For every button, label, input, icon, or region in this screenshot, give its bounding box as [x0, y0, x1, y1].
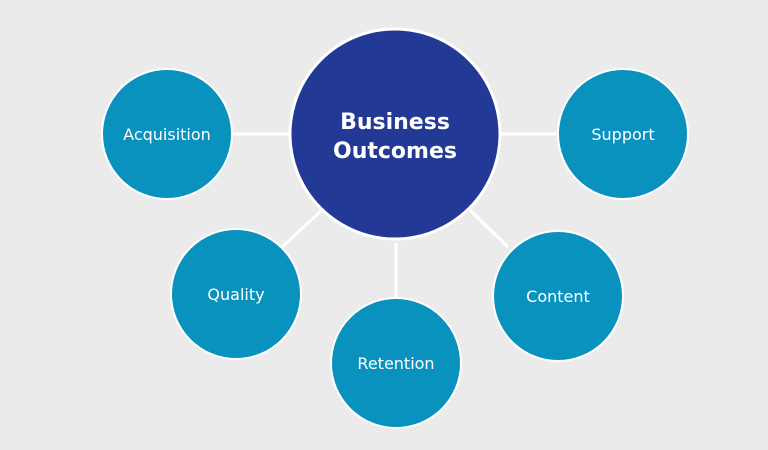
node-quality: Quality	[170, 228, 302, 360]
node-retention: Retention	[330, 297, 462, 429]
center-node-circle	[288, 27, 502, 241]
node-acquisition-circle	[101, 68, 233, 200]
node-content-label: Content	[526, 287, 590, 306]
node-content: Content	[492, 230, 624, 362]
node-retention-circle	[330, 297, 462, 429]
node-support-label: Support	[591, 125, 654, 144]
node-retention-label: Retention	[357, 354, 434, 373]
connectors	[232, 132, 558, 298]
center-label-line1: Business	[340, 110, 450, 135]
node-acquisition: Acquisition	[101, 68, 233, 200]
node-acquisition-label: Acquisition	[123, 125, 211, 144]
connector-quality	[280, 208, 324, 249]
center-label-line2: Outcomes	[333, 139, 457, 164]
connector-content	[468, 208, 510, 249]
node-content-circle	[492, 230, 624, 362]
center-node: Business Outcomes	[288, 27, 502, 241]
node-support: Support	[557, 68, 689, 200]
node-quality-circle	[170, 228, 302, 360]
node-quality-label: Quality	[207, 285, 264, 304]
node-support-circle	[557, 68, 689, 200]
